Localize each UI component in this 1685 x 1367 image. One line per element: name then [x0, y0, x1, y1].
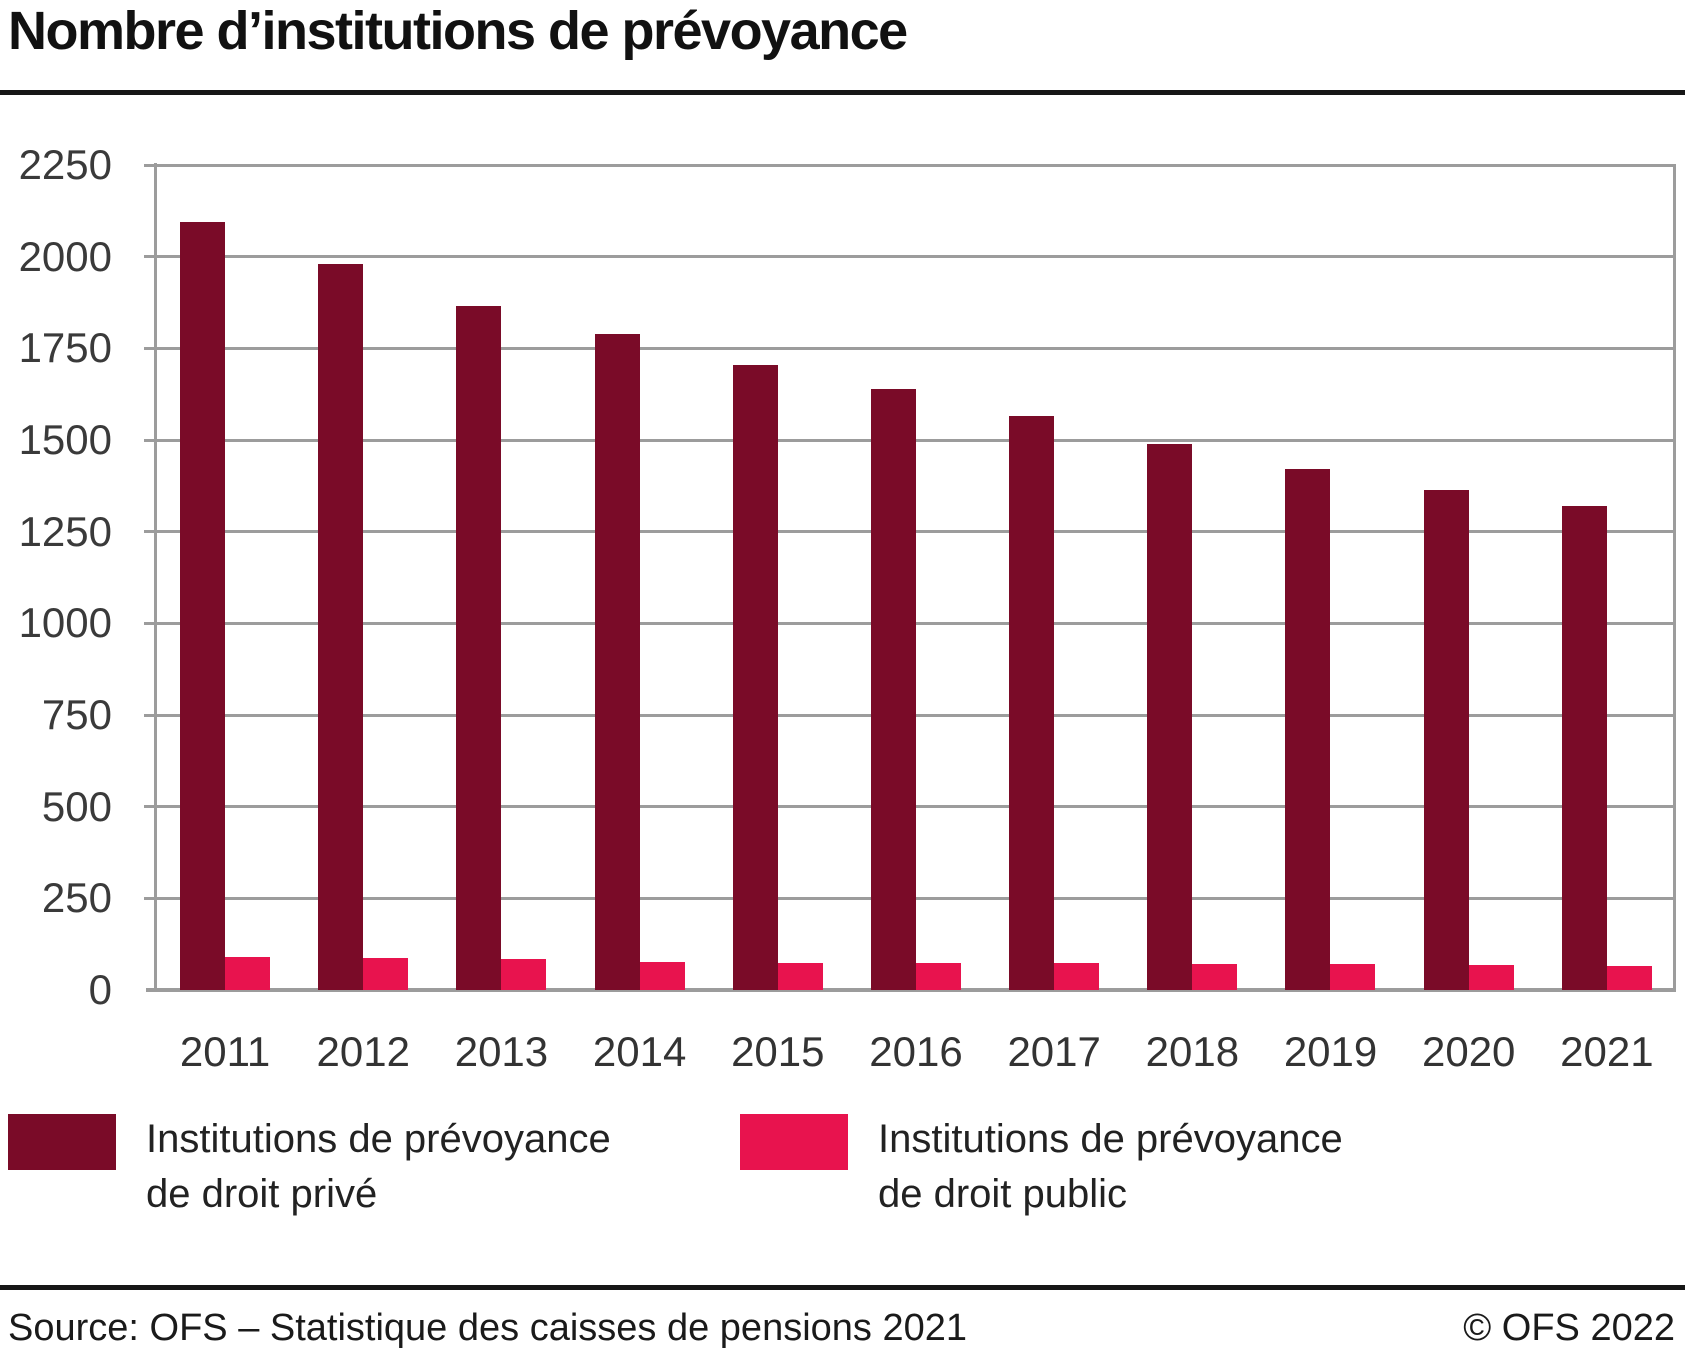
y-tick-250	[144, 896, 156, 900]
gridline-1250	[156, 530, 1676, 534]
bar-prive-2016	[870, 388, 916, 990]
public-series-swatch	[740, 1114, 848, 1170]
y-axis-labels: 0 250 500 750 1000 1250 1500 1750 2000 2250	[0, 143, 112, 1012]
y-tick-label-1250: 1250	[18, 507, 112, 555]
page-title: Nombre d’institutions de prévoyance	[8, 1, 908, 61]
gridline-500	[156, 805, 1676, 809]
y-tick-1250	[144, 530, 156, 534]
x-tick-label-2017: 2017	[1007, 1028, 1101, 1075]
y-tick-label-0: 0	[88, 966, 112, 1013]
gridline-2000	[156, 255, 1676, 259]
x-tick-label-2016: 2016	[869, 1028, 963, 1075]
bar-prive-2019	[1285, 469, 1331, 990]
y-tick-label-1750: 1750	[18, 324, 112, 372]
legend-label-public: Institutions de prévoyance de droit publ…	[878, 1112, 1343, 1222]
x-tick-label-2013: 2013	[454, 1028, 549, 1075]
footer-rule	[0, 1285, 1685, 1290]
bar-public-2015	[777, 962, 823, 990]
bar-prive-2014	[594, 333, 640, 990]
y-tick-label-1500: 1500	[18, 416, 112, 463]
x-tick-label-2020: 2020	[1421, 1028, 1516, 1075]
legend-swatch-public	[740, 1114, 848, 1170]
bar-public-2012	[363, 957, 409, 990]
bar-public-2014	[639, 961, 685, 990]
x-tick-label-2019: 2019	[1283, 1028, 1378, 1075]
bar-public-2018	[1192, 964, 1238, 990]
x-tick-label-2011: 2011	[179, 1028, 271, 1075]
x-tick-label-2015: 2015	[731, 1028, 825, 1075]
x-tick-label-2018: 2018	[1145, 1028, 1240, 1075]
legend-label-public-line1: Institutions de prévoyance	[878, 1117, 1343, 1161]
footer: Source: OFS – Statistique des caisses de…	[0, 1303, 1685, 1353]
legend-label-private-line2: de droit privé	[146, 1172, 378, 1216]
bar-prive-2018	[1147, 443, 1193, 990]
bar-public-2021	[1606, 965, 1652, 990]
title-rule	[0, 90, 1685, 95]
plot-right-border	[1673, 165, 1676, 990]
bar-prive-2015	[732, 364, 778, 990]
private-series-swatch	[8, 1114, 116, 1170]
gridline-0	[146, 988, 1676, 992]
y-tick-1500	[144, 438, 156, 442]
legend-label-private-line1: Institutions de prévoyance	[146, 1117, 611, 1161]
gridline-750	[156, 713, 1676, 717]
y-tick-500	[144, 805, 156, 809]
bar-prive-2013	[456, 306, 502, 990]
x-tick-label-2021: 2021	[1560, 1028, 1654, 1075]
gridline-2250	[156, 163, 1676, 167]
y-tick-2000	[144, 255, 156, 259]
legend-label-private: Institutions de prévoyance de droit priv…	[146, 1112, 611, 1222]
legend-label-public-line2: de droit public	[878, 1172, 1128, 1216]
bar-prive-2021	[1561, 506, 1607, 990]
bar-prive-2011	[180, 221, 225, 990]
y-tick-750	[144, 713, 156, 717]
y-tick-2250	[144, 163, 156, 167]
bar-prive-2017	[1009, 416, 1055, 990]
gridline-1750	[156, 346, 1676, 350]
legend-swatch-private	[8, 1114, 116, 1170]
gridline-1000	[156, 621, 1676, 625]
y-axis-line	[154, 163, 157, 992]
x-tick-label-2014: 2014	[592, 1028, 687, 1075]
source-note: Source: OFS – Statistique des caisses de…	[8, 1307, 967, 1349]
x-axis-labels: 2011 2012 2013 2014 2015 2016 2017 2018 2019 2020…	[156, 1026, 1676, 1078]
y-tick-1000	[144, 621, 156, 625]
y-tick-label-2250: 2250	[18, 141, 112, 188]
y-tick-label-750: 750	[41, 691, 112, 738]
y-tick-label-1000: 1000	[18, 599, 112, 647]
plot-area	[144, 163, 1676, 992]
gridline-250	[156, 896, 1676, 900]
bar-prive-2020	[1423, 489, 1469, 990]
x-tick-label-2012: 2012	[316, 1028, 410, 1075]
copyright-note: © OFS 2022	[1463, 1307, 1675, 1349]
y-tick-label-250: 250	[41, 874, 112, 922]
bar-public-2013	[501, 958, 547, 990]
bar-public-2017	[1054, 963, 1100, 990]
bar-public-2011	[225, 957, 270, 990]
bar-public-2019	[1330, 964, 1376, 990]
y-tick-1750	[144, 346, 156, 350]
gridline-1500	[156, 438, 1676, 442]
bar-public-2016	[915, 962, 961, 990]
bar-prive-2012	[318, 264, 364, 990]
bar-public-2020	[1468, 965, 1514, 990]
y-tick-label-2000: 2000	[18, 232, 112, 280]
y-tick-label-500: 500	[41, 782, 112, 830]
